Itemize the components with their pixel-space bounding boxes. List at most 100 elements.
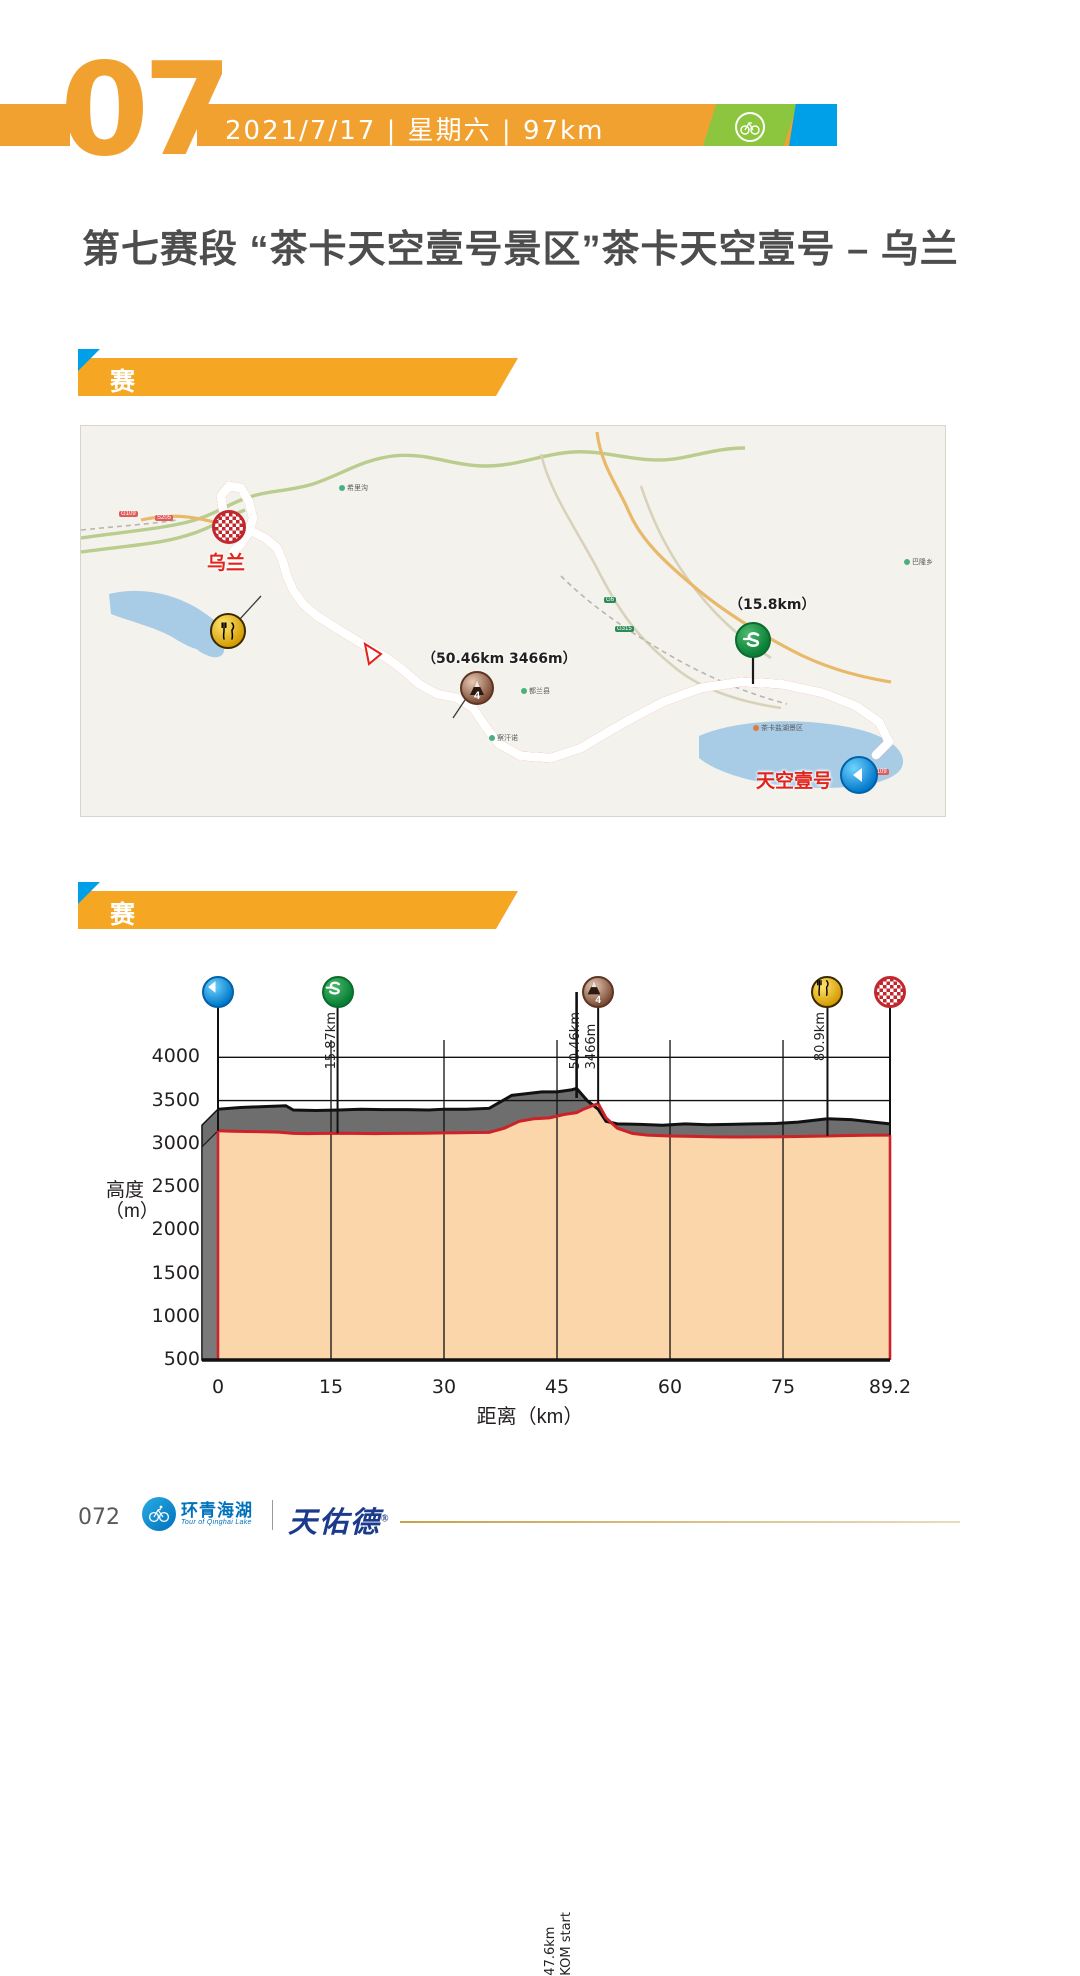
header-sep-2: | bbox=[501, 116, 513, 146]
poi-dot-icon bbox=[521, 688, 527, 695]
map-label-finish-city: 乌兰 bbox=[207, 553, 246, 574]
road-shield: S205 bbox=[155, 515, 174, 521]
play-triangle-icon bbox=[208, 981, 216, 993]
mountain-icon bbox=[587, 980, 601, 995]
road-shield: G109 bbox=[870, 769, 889, 775]
kom-start-label-line: 47.6km bbox=[542, 1926, 558, 1976]
finish-icon[interactable] bbox=[874, 976, 906, 1008]
page-number: 072 bbox=[78, 1505, 120, 1530]
brand-text: 天佑德 bbox=[288, 1507, 382, 1539]
header-distance: 97km bbox=[522, 116, 605, 146]
y-axis-tick-label: 3000 bbox=[151, 1131, 200, 1154]
x-axis-tick-label: 45 bbox=[544, 1376, 570, 1398]
play-triangle-icon bbox=[853, 768, 862, 782]
y-axis-tick-label: 2000 bbox=[151, 1218, 200, 1241]
header-left-accent-bar bbox=[0, 104, 70, 146]
stage-header-band: 07 2021/7/17 | 星期六 | 97km bbox=[0, 47, 1080, 175]
map-poi: 察汗诺 bbox=[489, 733, 518, 743]
axis-title-y-text: 高度（m） bbox=[105, 1180, 159, 1223]
finish-marker-icon[interactable] bbox=[212, 510, 246, 544]
fork-knife-icon bbox=[221, 622, 235, 640]
header-weekday: 星期六 bbox=[407, 116, 492, 146]
start-icon[interactable] bbox=[202, 976, 234, 1008]
poi-dot-icon bbox=[339, 485, 345, 492]
header-info-text: 2021/7/17 | 星期六 | 97km bbox=[225, 110, 604, 147]
elevation-marker-label-line: 3466m bbox=[584, 1023, 600, 1070]
elevation-marker-label-line: 15.87km bbox=[323, 1012, 339, 1070]
footer-divider bbox=[272, 1500, 273, 1530]
logo-text-cn: 环青海湖 bbox=[181, 1501, 253, 1520]
axis-title-x: 距离（km） bbox=[476, 1406, 584, 1428]
poi-label: 都兰县 bbox=[529, 688, 550, 695]
mountain-icon bbox=[470, 680, 484, 695]
x-axis-tick-label: 15 bbox=[318, 1376, 344, 1398]
road-shield: G109 bbox=[119, 511, 138, 517]
sprint-s-icon bbox=[325, 981, 340, 995]
x-axis-tick-label: 75 bbox=[770, 1376, 796, 1398]
cyclist-logo-icon bbox=[142, 1497, 176, 1531]
axis-title-y: 高度（m） bbox=[105, 1180, 159, 1223]
elevation-marker-label: 15.87km bbox=[324, 1012, 339, 1069]
section-banner-bar bbox=[78, 891, 518, 929]
header-date: 2021/7/17 bbox=[225, 116, 377, 146]
elevation-marker-label-line: 50.46km bbox=[568, 1012, 584, 1070]
section-banner-bar bbox=[78, 358, 518, 396]
map-label-start-place: 天空壹号 bbox=[756, 771, 833, 792]
elevation-marker-label: 80.9km bbox=[813, 1012, 828, 1061]
poi-label: 希里沟 bbox=[347, 485, 368, 492]
sprint-icon[interactable] bbox=[321, 976, 354, 1008]
kom-marker-icon[interactable]: 4 bbox=[460, 671, 494, 705]
kom-category-label: 4 bbox=[595, 995, 601, 1006]
header-sep-1: | bbox=[386, 116, 398, 146]
poi-label: 察汗诺 bbox=[497, 735, 518, 742]
page-title: 第七赛段 “茶卡天空壹号景区”茶卡天空壹号 – 乌兰 bbox=[82, 229, 959, 271]
map-poi: 茶卡盐湖景区 bbox=[753, 723, 803, 733]
y-axis-tick-label: 2500 bbox=[151, 1175, 200, 1198]
x-axis-tick-label: 89.2 bbox=[868, 1376, 912, 1398]
elevation-marker-label-line: 80.9km bbox=[813, 1012, 829, 1062]
map-poi: 都兰县 bbox=[521, 686, 550, 696]
feed-zone-marker-icon[interactable] bbox=[210, 613, 246, 649]
road-shield: G6 bbox=[604, 597, 617, 603]
kom-start-label-line: KOM start bbox=[558, 1912, 574, 1976]
poi-dot-icon bbox=[753, 725, 759, 732]
elevation-marker-label: 50.46km 3466m bbox=[568, 1012, 599, 1069]
y-axis-tick-label: 500 bbox=[163, 1348, 200, 1370]
section-label-elevation: 赛段海拔图 bbox=[110, 901, 138, 1073]
kom-category-label: 4 bbox=[473, 690, 481, 702]
road-shield: G315 bbox=[615, 626, 634, 632]
fork-knife-icon bbox=[817, 980, 830, 996]
poi-label: 巴隆乡 bbox=[912, 559, 933, 566]
brand-name: 天佑德® bbox=[288, 1499, 391, 1541]
x-axis-tick-label: 0 bbox=[211, 1376, 225, 1398]
y-axis-tick-label: 3500 bbox=[151, 1088, 200, 1111]
y-axis-tick-label: 1000 bbox=[151, 1304, 200, 1327]
footer-rule bbox=[400, 1521, 960, 1523]
map-callout-kom: （50.46km 3466m） bbox=[422, 651, 577, 667]
kom-start-label: 47.6km KOM start bbox=[543, 1912, 574, 1976]
page-footer: 072 环青海湖 Tour of Qinghai Lake 天佑德® bbox=[0, 1495, 1080, 1555]
kom-icon[interactable]: 4 bbox=[582, 976, 615, 1008]
feed-icon[interactable] bbox=[811, 976, 844, 1008]
tour-logo: 环青海湖 Tour of Qinghai Lake bbox=[142, 1497, 253, 1531]
poi-label: 茶卡盐湖景区 bbox=[761, 725, 803, 732]
elevation-chart-canvas bbox=[201, 992, 892, 1362]
route-map[interactable]: 希里沟 都兰县 察汗诺 茶卡盐湖景区 巴隆乡 G109 S205 G6 G315… bbox=[80, 425, 946, 817]
sprint-marker-icon[interactable] bbox=[735, 622, 771, 658]
start-marker-icon[interactable] bbox=[840, 756, 878, 794]
poi-dot-icon bbox=[489, 735, 495, 742]
map-callout-sprint: （15.8km） bbox=[729, 597, 816, 613]
y-axis-tick-label: 4000 bbox=[151, 1045, 200, 1068]
x-axis-tick-label: 30 bbox=[431, 1376, 457, 1398]
bicycle-icon bbox=[735, 112, 765, 142]
map-poi: 巴隆乡 bbox=[904, 557, 933, 567]
sprint-s-icon bbox=[742, 632, 760, 647]
brand-registered-mark: ® bbox=[381, 1513, 391, 1525]
header-blue-accent bbox=[789, 104, 837, 146]
map-canvas bbox=[81, 426, 945, 816]
elevation-chart: 15.87km 47.6km KOM start 4 50.46km 3466m 80.9k… bbox=[0, 930, 1080, 1976]
map-poi: 希里沟 bbox=[339, 483, 368, 493]
y-axis-tick-label: 1500 bbox=[151, 1261, 200, 1284]
poi-dot-icon bbox=[904, 559, 910, 566]
x-axis-tick-label: 60 bbox=[657, 1376, 683, 1398]
